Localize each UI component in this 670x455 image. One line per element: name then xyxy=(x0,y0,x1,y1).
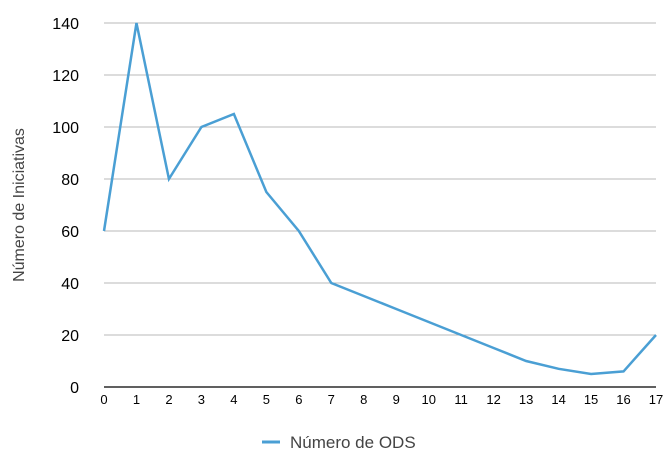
y-tick-label-80: 80 xyxy=(61,172,79,189)
legend: Número de ODS xyxy=(262,433,416,452)
x-tick-label-14: 14 xyxy=(551,392,565,407)
x-tick-label-13: 13 xyxy=(519,392,533,407)
x-tick-label-2: 2 xyxy=(165,392,172,407)
x-tick-label-4: 4 xyxy=(230,392,237,407)
x-tick-label-11: 11 xyxy=(454,392,468,407)
x-tick-label-5: 5 xyxy=(263,392,270,407)
y-tick-label-0: 0 xyxy=(70,380,79,397)
y-tick-label-60: 60 xyxy=(61,224,79,241)
x-tick-label-12: 12 xyxy=(486,392,500,407)
y-tick-label-140: 140 xyxy=(52,16,79,33)
x-tick-label-0: 0 xyxy=(100,392,107,407)
x-tick-label-7: 7 xyxy=(328,392,335,407)
y-axis-title: Número de Iniciativas xyxy=(11,128,28,282)
x-tick-label-16: 16 xyxy=(616,392,630,407)
x-axis-tick-labels: 0 1 2 3 4 5 6 7 8 9 10 11 12 13 14 15 16 17 xyxy=(100,392,663,407)
series-line-0 xyxy=(102,22,657,376)
x-tick-label-1: 1 xyxy=(133,392,140,407)
y-tick-label-20: 20 xyxy=(61,328,79,345)
x-tick-label-10: 10 xyxy=(421,392,435,407)
y-tick-label-120: 120 xyxy=(52,68,79,85)
x-tick-label-8: 8 xyxy=(360,392,367,407)
y-tick-label-100: 100 xyxy=(52,120,79,137)
x-tick-label-9: 9 xyxy=(393,392,400,407)
x-tick-label-15: 15 xyxy=(584,392,598,407)
y-axis-tick-labels: 0 20 40 60 80 100 120 140 xyxy=(52,16,79,397)
gridlines xyxy=(104,22,656,336)
legend-label: Número de ODS xyxy=(290,433,416,452)
series-layer xyxy=(102,22,657,376)
x-tick-label-6: 6 xyxy=(295,392,302,407)
x-tick-label-3: 3 xyxy=(198,392,205,407)
y-tick-label-40: 40 xyxy=(61,276,79,293)
x-tick-label-17: 17 xyxy=(649,392,663,407)
